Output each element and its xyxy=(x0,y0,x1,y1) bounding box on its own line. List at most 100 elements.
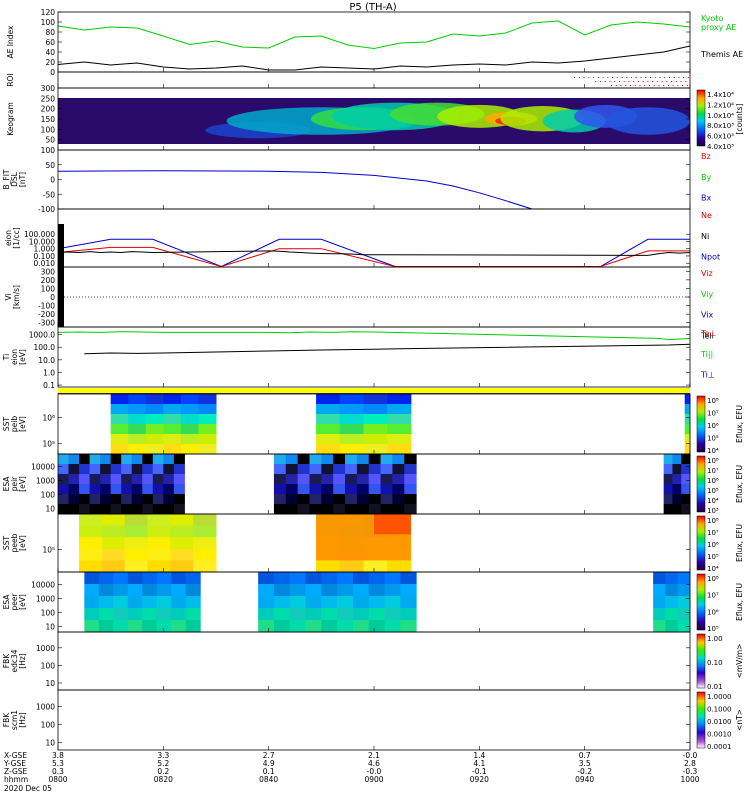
spectrogram-cell xyxy=(665,584,679,597)
spectrogram-cell xyxy=(110,504,122,515)
legend-entry: By xyxy=(701,173,711,182)
colorbar-tick-label: 1.4x10⁴ xyxy=(707,91,734,99)
spectrogram-cell xyxy=(100,464,112,475)
spectrogram-cell xyxy=(273,596,291,609)
spectrogram-cell xyxy=(339,444,364,455)
roi-dot xyxy=(658,85,660,86)
spectrogram-cell xyxy=(684,414,691,425)
spectrogram-cell xyxy=(321,584,338,597)
spectrogram-cell xyxy=(163,404,182,415)
spectrogram-cell xyxy=(392,504,405,515)
roi-dot xyxy=(640,77,642,78)
y-axis-label: Ti xyxy=(2,354,11,361)
spectrogram-cell xyxy=(681,494,691,505)
spectrogram-cell xyxy=(173,494,185,505)
spectrogram-cell xyxy=(131,474,143,485)
y-tick-label: 100 xyxy=(41,18,56,27)
spectrogram-cell xyxy=(89,484,101,495)
roi-dot xyxy=(659,77,661,78)
y-axis-label: DSL xyxy=(10,171,19,187)
spectrogram-cell xyxy=(368,572,386,585)
spectrogram-cell xyxy=(337,584,354,597)
y-tick-label: 50 xyxy=(45,136,55,145)
roi-dot xyxy=(647,81,649,82)
spectrogram-cell xyxy=(380,454,393,465)
spectrogram-cell xyxy=(79,454,91,465)
y-tick-label: 0.010 xyxy=(34,259,56,268)
spectrogram-cell xyxy=(333,454,346,465)
spectrogram-cell xyxy=(131,464,143,475)
spectrogram-cell xyxy=(171,572,187,585)
y-axis-label: [Hz] xyxy=(18,653,27,669)
spectrogram-cell xyxy=(316,424,341,435)
y-tick-label: 100 xyxy=(41,146,56,155)
sst_eflux_2-colorbar xyxy=(696,515,706,571)
spectrogram-cell xyxy=(171,584,187,597)
roi-dot xyxy=(652,81,654,82)
colorbar-label: Eflux, EFU xyxy=(735,583,744,621)
x-row-label: Y-GSE xyxy=(3,759,26,768)
colorbar-tick-label: 10⁷ xyxy=(707,529,719,537)
spectrogram-cell xyxy=(665,620,679,633)
spectrogram-cell xyxy=(84,572,100,585)
spectrogram-cell xyxy=(173,464,185,475)
spectrogram-cell xyxy=(163,444,182,455)
roi-dot xyxy=(574,77,576,78)
spectrogram-cell xyxy=(110,434,129,445)
y-tick-label: 10 xyxy=(45,622,55,631)
colorbar-tick-label: 10⁶ xyxy=(707,477,719,485)
roi-dot xyxy=(672,85,674,86)
spectrogram-cell xyxy=(110,444,129,455)
spectrogram-cell xyxy=(113,620,129,633)
spectrogram-cell xyxy=(356,464,370,475)
spectrogram-cell xyxy=(285,474,299,485)
spectrogram-cell xyxy=(163,434,182,445)
spectrogram-cell xyxy=(305,620,322,633)
colorbar-tick-label: 0.0010 xyxy=(707,731,732,739)
spectrogram-cell xyxy=(273,484,287,495)
spectrogram-cell xyxy=(193,537,217,550)
roi-dot xyxy=(645,77,647,78)
x-row-value: 4.1 xyxy=(473,759,485,768)
y-axis-label: peib xyxy=(10,416,19,432)
x-row-value: 2.1 xyxy=(368,751,380,760)
y-axis-label: B_FIT xyxy=(2,169,11,189)
spectrogram-cell xyxy=(101,537,126,550)
y-tick-label: 10.0 xyxy=(38,356,55,365)
spectrogram-cell xyxy=(321,608,338,621)
series-line-ae xyxy=(57,20,691,50)
spectrogram-cell xyxy=(333,494,346,505)
spectrogram-cell xyxy=(79,548,103,561)
spectrogram-cell xyxy=(128,394,147,405)
spectrogram-cell xyxy=(316,560,341,573)
colorbar-tick-label: 0.0001 xyxy=(707,743,732,751)
spectrogram-cell xyxy=(368,474,382,485)
x-row-value: 4.6 xyxy=(368,759,380,768)
spectrogram-cell xyxy=(258,596,275,609)
colorbar-tick-label: 1.0000 xyxy=(707,693,732,701)
roi-dot xyxy=(588,77,590,78)
spectrogram-cell xyxy=(285,484,299,495)
spectrogram-cell xyxy=(152,474,164,485)
series-line-ae xyxy=(57,45,691,71)
colorbar-tick-label: 10⁸ xyxy=(707,457,719,465)
spectrogram-cell xyxy=(142,454,154,465)
spectrogram-cell xyxy=(285,464,299,475)
roi-dot xyxy=(631,77,633,78)
spectrogram-cell xyxy=(289,608,307,621)
spectrogram-cell xyxy=(333,474,346,485)
y-axis-label: ESA xyxy=(2,594,11,610)
spectrogram-cell xyxy=(368,584,386,597)
spectrogram-cell xyxy=(653,620,666,633)
spectrogram-cell xyxy=(309,484,322,495)
spectrogram-cell xyxy=(363,424,388,435)
spectrogram-cell xyxy=(142,464,154,475)
x-axis-block: X-GSE 3.8 3.3 2.7 2.1 1.4 0.7 -0.0 Y-GSE 5.3 5.2 4.… xyxy=(3,751,700,793)
spectrogram-cell xyxy=(387,394,412,405)
spectrogram-cell xyxy=(384,608,401,621)
spectrogram-cell xyxy=(368,504,382,515)
spectrogram-cell xyxy=(101,560,126,573)
spectrogram-cell xyxy=(127,584,143,597)
spectrogram-cell xyxy=(273,584,291,597)
spectrogram-cell xyxy=(684,424,691,435)
